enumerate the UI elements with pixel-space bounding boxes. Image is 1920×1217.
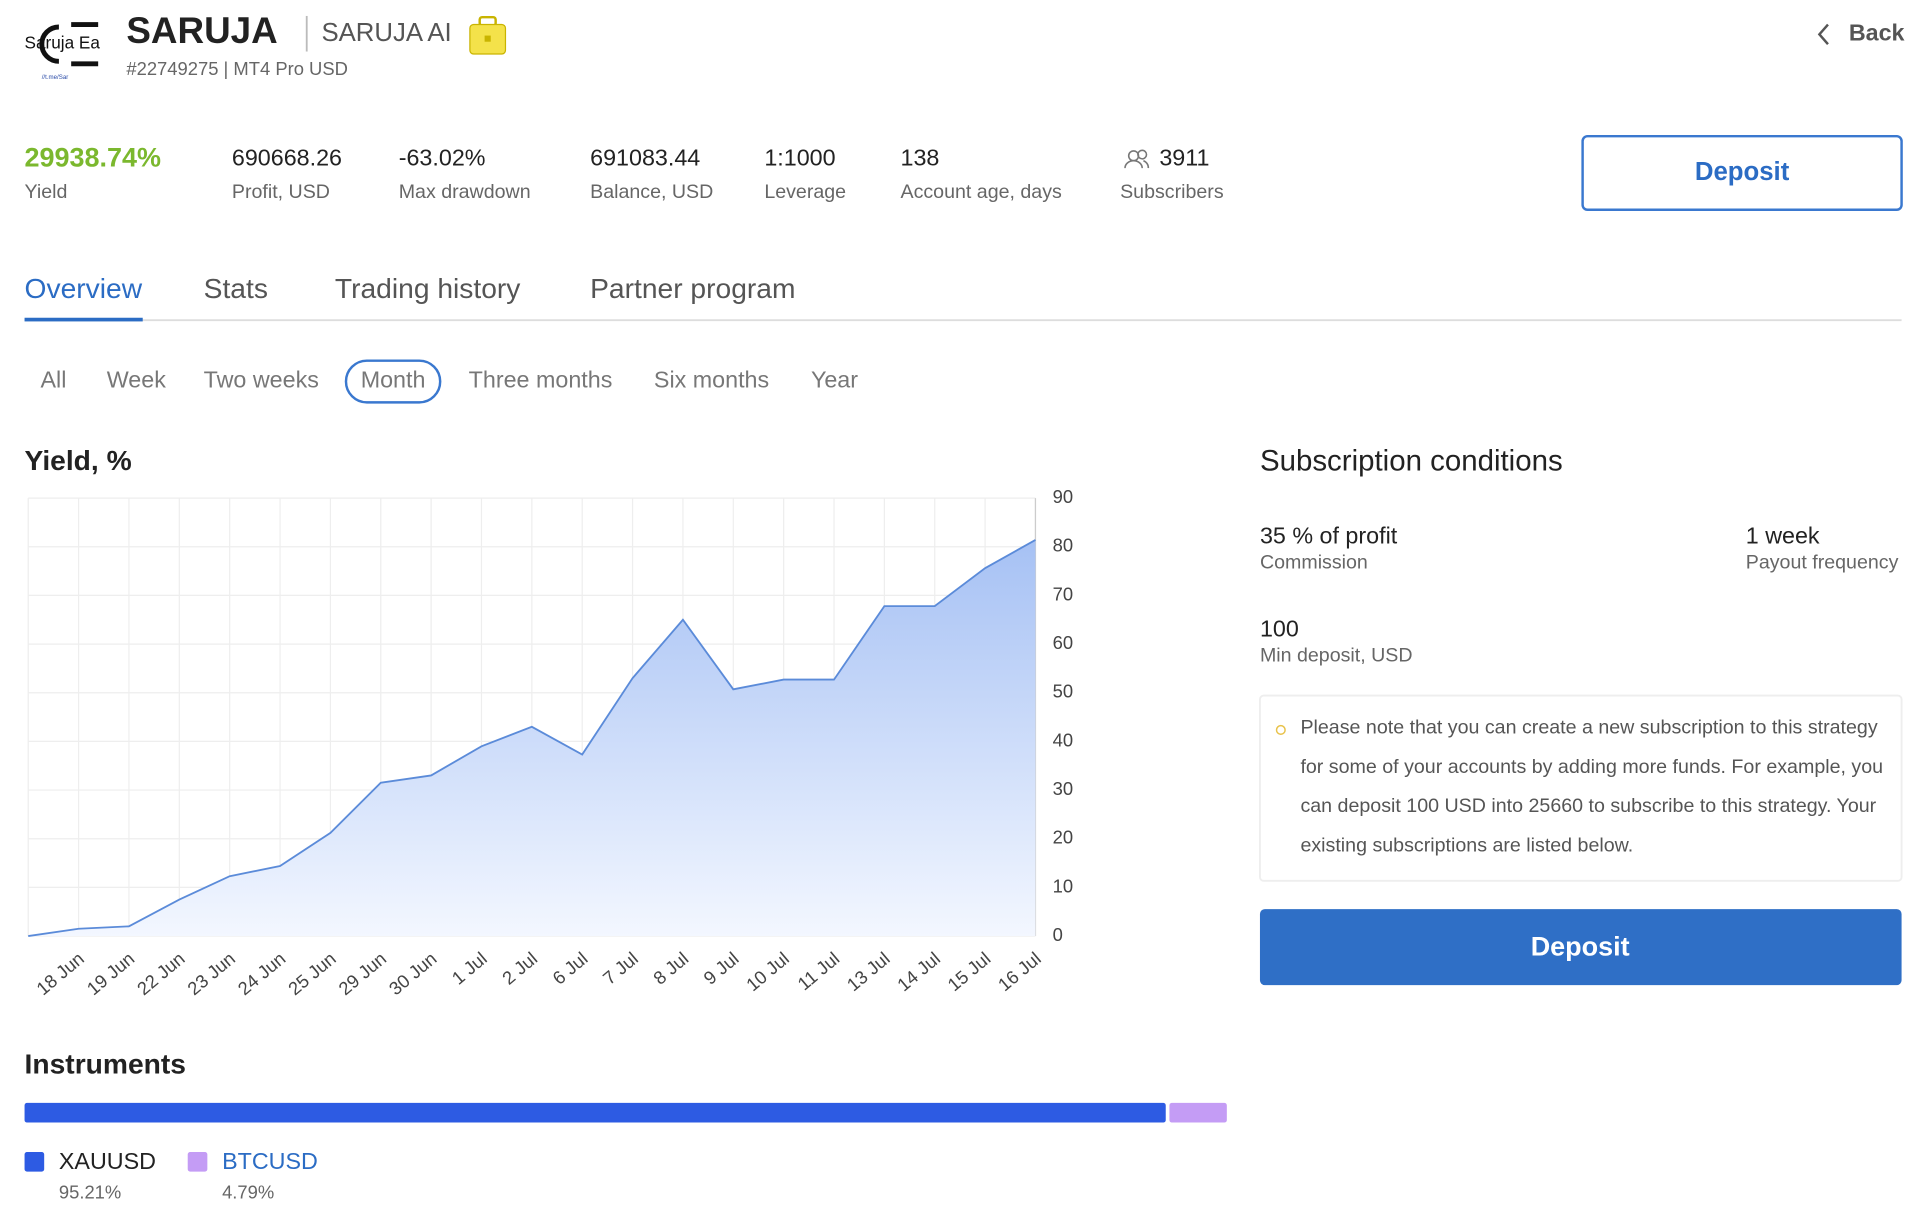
- period-option[interactable]: Two weeks: [204, 367, 319, 393]
- condition-value: 1 week: [1746, 523, 1820, 549]
- tab[interactable]: Trading history: [335, 272, 521, 304]
- deposit-outline-button[interactable]: Deposit: [1581, 134, 1903, 212]
- stat-label: Leverage: [764, 181, 846, 203]
- y-tick-label: 90: [1053, 486, 1073, 507]
- x-tick-label: 9 Jul: [699, 948, 742, 989]
- x-tick-label: 23 Jun: [183, 948, 239, 1000]
- period-option[interactable]: Three months: [469, 367, 613, 393]
- x-tick-label: 6 Jul: [548, 948, 591, 989]
- instrument-name: XAUUSD: [59, 1148, 156, 1174]
- x-tick-label: 24 Jun: [234, 948, 290, 1000]
- briefcase-icon: [469, 15, 507, 55]
- instrument-share: 4.79%: [222, 1182, 274, 1203]
- stat-label: Max drawdown: [399, 181, 531, 203]
- period-option[interactable]: Year: [811, 367, 858, 393]
- yield-line: [28, 539, 1036, 937]
- note-container: Please note that you can create a new su…: [1300, 717, 1884, 857]
- tab[interactable]: Stats: [204, 272, 268, 304]
- condition-label: Min deposit, USD: [1260, 645, 1413, 667]
- note-box: [1259, 694, 1903, 882]
- x-tick-label: 10 Jul: [742, 948, 793, 996]
- x-tick-label: 8 Jul: [649, 948, 692, 989]
- instrument-share-bar: [1169, 1102, 1227, 1123]
- period-option[interactable]: Six months: [654, 367, 769, 393]
- x-tick-label: 1 Jul: [448, 948, 491, 989]
- stat-value: 1:1000: [764, 145, 835, 171]
- condition-label: Payout frequency: [1746, 551, 1899, 573]
- stat-label: Account age, days: [900, 181, 1062, 203]
- tab[interactable]: Partner program: [590, 272, 795, 304]
- logo: Saruja Ea //t.me/Sar: [25, 22, 101, 81]
- legend-swatch: [187, 1151, 208, 1172]
- stat-value: 3911: [1159, 145, 1209, 171]
- period-option[interactable]: Week: [107, 367, 166, 393]
- period-pill[interactable]: [344, 359, 442, 404]
- back-button[interactable]: Back: [1817, 20, 1905, 46]
- y-tick-label: 50: [1053, 681, 1073, 702]
- chart-title: Yield, %: [25, 444, 132, 476]
- button-label[interactable]: Deposit: [1695, 158, 1790, 186]
- legend-swatch: [24, 1151, 45, 1172]
- stat-value: 138: [900, 145, 939, 171]
- x-tick-label: 7 Jul: [599, 948, 642, 989]
- x-tick-label: 18 Jun: [32, 948, 88, 1000]
- note-text: Please note that you can create a new su…: [1300, 717, 1884, 857]
- x-tick-label: 22 Jun: [133, 948, 189, 1000]
- deposit-filled-button[interactable]: Deposit: [1259, 909, 1902, 986]
- tab[interactable]: Overview: [25, 272, 143, 304]
- stat-value: 29938.74%: [25, 143, 161, 173]
- yield-area: [28, 539, 1036, 937]
- stat-label: Yield: [25, 181, 68, 203]
- stat-value: -63.02%: [399, 145, 486, 171]
- instrument-name[interactable]: BTCUSD: [222, 1148, 318, 1174]
- y-tick-label: 80: [1053, 535, 1073, 556]
- x-tick-label: 19 Jun: [83, 948, 139, 1000]
- period-option[interactable]: Month: [361, 367, 426, 393]
- x-tick-label: 16 Jul: [994, 948, 1045, 996]
- y-tick-label: 20: [1053, 827, 1073, 848]
- x-tick-label: 14 Jul: [893, 948, 944, 996]
- instrument-share-bar: [24, 1102, 1166, 1123]
- strategy-title: SARUJA: [126, 10, 277, 51]
- button-frame[interactable]: [1259, 909, 1902, 986]
- condition-value: 35 % of profit: [1260, 523, 1398, 549]
- button-label[interactable]: Deposit: [1531, 931, 1630, 961]
- button-frame[interactable]: [1581, 134, 1903, 212]
- instrument-share: 95.21%: [59, 1182, 121, 1203]
- stat-value: 691083.44: [590, 145, 700, 171]
- note-icon: [1275, 724, 1286, 735]
- logo-text: Saruja Ea: [25, 33, 101, 53]
- stat-label: Subscribers: [1120, 181, 1224, 203]
- stat-label: Profit, USD: [232, 181, 330, 203]
- x-tick-label: 25 Jun: [284, 948, 340, 1000]
- x-tick-label: 13 Jul: [843, 948, 894, 996]
- y-tick-label: 70: [1053, 583, 1073, 604]
- condition-label: Commission: [1260, 551, 1368, 573]
- period-option[interactable]: All: [41, 367, 67, 393]
- stat-label: Balance, USD: [590, 181, 713, 203]
- tab-underline: [24, 317, 143, 322]
- subscribers-icon: [1124, 149, 1150, 169]
- x-tick-label: 15 Jul: [943, 948, 994, 996]
- y-tick-label: 30: [1053, 778, 1073, 799]
- logo-link: //t.me/Sar: [42, 74, 69, 81]
- condition-value: 100: [1260, 616, 1299, 642]
- x-tick-label: 29 Jun: [334, 948, 390, 1000]
- y-tick-label: 10: [1053, 875, 1073, 896]
- account-info: #22749275 | MT4 Pro USD: [126, 58, 348, 79]
- instruments-title: Instruments: [25, 1048, 186, 1080]
- y-tick-label: 60: [1053, 632, 1073, 653]
- x-tick-label: 30 Jun: [385, 948, 441, 1000]
- x-tick-label: 11 Jul: [793, 948, 843, 995]
- strategy-subtitle: SARUJA AI: [321, 19, 451, 47]
- y-tick-label: 0: [1053, 924, 1063, 945]
- subscription-title: Subscription conditions: [1260, 444, 1563, 477]
- back-label[interactable]: Back: [1849, 20, 1905, 46]
- y-tick-label: 40: [1053, 729, 1073, 750]
- x-tick-label: 2 Jul: [498, 948, 541, 989]
- stat-value: 690668.26: [232, 145, 342, 171]
